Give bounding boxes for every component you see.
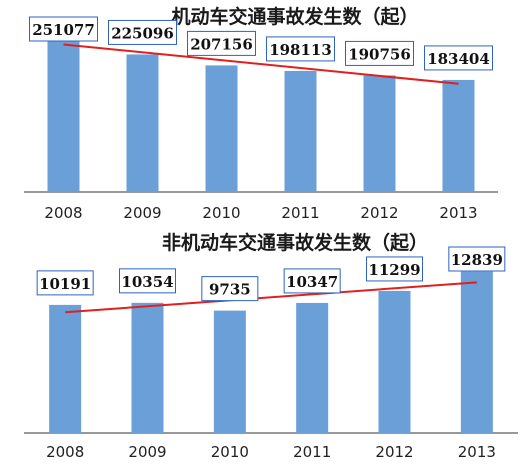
x-tick-label-nonmotor-2013: 2013 [458,443,496,461]
data-label-motor-2010: 207156 [190,35,253,53]
data-label-box-nonmotor-2012 [366,256,423,282]
bar-motor-2010 [205,65,238,192]
chart-title-nonmotor: 非机动车交通事故发生数（起） [162,231,428,254]
x-tick-label-nonmotor-2012: 2012 [375,443,413,461]
bar-motor-2012 [363,75,396,192]
data-label-box-motor-2010 [187,30,256,56]
x-tick-label-motor-2011: 2011 [281,204,319,222]
bar-nonmotor-2013 [460,271,493,433]
data-label-motor-2008: 251077 [32,21,95,39]
x-tick-label-nonmotor-2011: 2011 [293,443,331,461]
data-label-motor-2009: 225096 [111,24,174,42]
data-label-box-motor-2009 [108,19,177,45]
data-label-box-nonmotor-2008 [36,270,94,296]
bar-nonmotor-2009 [131,302,164,433]
bar-nonmotor-2008 [49,304,82,433]
bar-motor-2009 [126,54,159,193]
x-tick-label-motor-2008: 2008 [44,204,82,222]
x-tick-label-motor-2010: 2010 [202,204,240,222]
x-tick-label-nonmotor-2010: 2010 [211,443,249,461]
data-label-box-nonmotor-2009 [119,268,176,294]
x-tick-label-nonmotor-2008: 2008 [46,443,84,461]
bar-nonmotor-2010 [213,310,246,433]
data-label-box-nonmotor-2011 [283,268,341,294]
x-tick-label-motor-2013: 2013 [439,204,477,222]
data-label-box-motor-2008 [29,16,98,42]
x-tick-label-nonmotor-2009: 2009 [128,443,166,461]
data-label-box-motor-2011 [266,36,335,62]
data-label-motor-2012: 190756 [348,45,411,63]
data-label-nonmotor-2012: 11299 [368,261,420,279]
trendline-motor [63,43,459,85]
bar-motor-2013 [442,79,475,192]
data-label-nonmotor-2010: 9735 [209,281,251,299]
data-label-motor-2011: 198113 [269,41,332,59]
bar-motor-2011 [284,70,317,192]
bar-nonmotor-2012 [378,290,411,433]
data-label-nonmotor-2011: 10347 [286,273,338,291]
data-label-box-nonmotor-2010 [201,276,259,302]
bar-motor-2008 [47,38,80,192]
data-label-box-motor-2013 [424,45,493,71]
x-tick-label-motor-2012: 2012 [360,204,398,222]
trendline-nonmotor [65,281,477,314]
data-label-box-motor-2012 [345,40,414,66]
data-label-motor-2013: 183404 [427,50,490,68]
chart-title-motor: 机动车交通事故发生数（起） [171,5,418,28]
data-label-nonmotor-2013: 12839 [451,251,503,269]
data-label-box-nonmotor-2013 [448,246,506,272]
data-label-nonmotor-2009: 10354 [121,273,173,291]
data-label-nonmotor-2008: 10191 [39,275,91,293]
bar-nonmotor-2011 [296,302,329,433]
x-tick-label-motor-2009: 2009 [123,204,161,222]
